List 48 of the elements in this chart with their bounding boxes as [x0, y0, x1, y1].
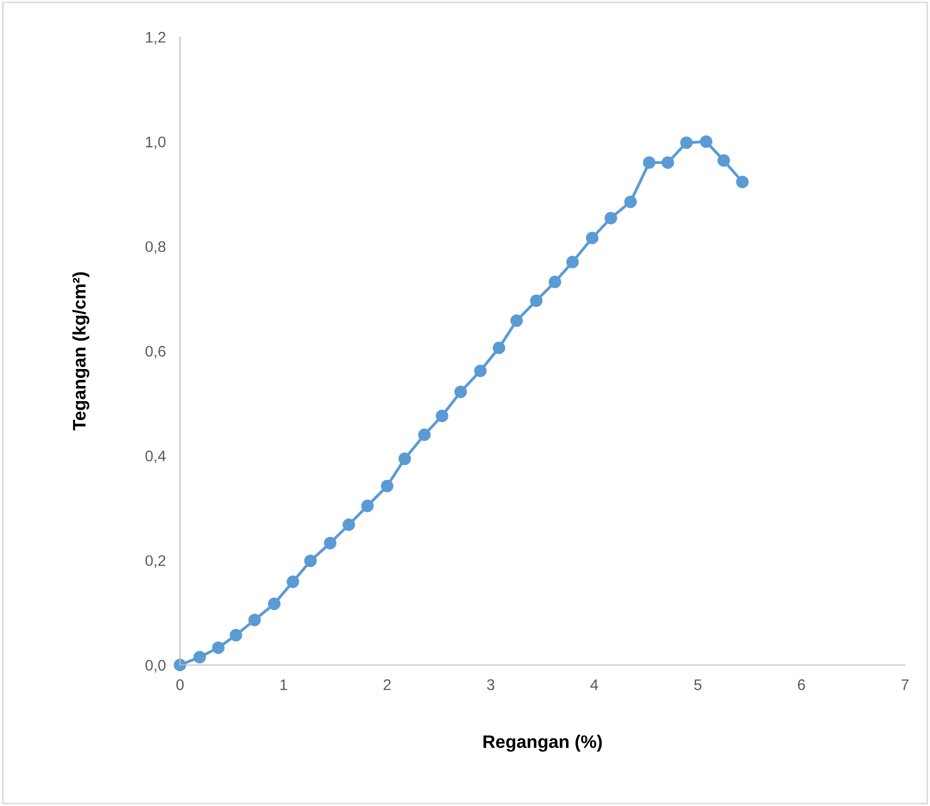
point — [454, 386, 467, 398]
x-tick-label: 6 — [798, 679, 806, 690]
y-tick-label: 0,2 — [145, 555, 166, 568]
point — [566, 256, 579, 268]
point — [700, 135, 712, 148]
point — [530, 294, 543, 308]
x-tick-label: 2 — [384, 679, 391, 690]
point — [286, 576, 300, 588]
x-tick-label: 1 — [280, 679, 288, 690]
x-tick-label: 5 — [694, 679, 702, 690]
point — [418, 428, 431, 441]
point — [436, 410, 448, 422]
point — [624, 196, 637, 208]
point — [380, 480, 394, 492]
x-tick-label: 0 — [176, 679, 184, 690]
point — [324, 536, 336, 550]
point — [361, 500, 374, 512]
point — [548, 276, 562, 288]
point — [342, 518, 356, 531]
point — [662, 156, 674, 169]
y-tick-label: 0,0 — [145, 660, 166, 672]
point — [680, 136, 693, 149]
point — [736, 176, 749, 188]
y-axis-title: Tegangan (kg/cm²) — [72, 272, 90, 430]
point — [586, 232, 598, 244]
y-tick-label: 1,2 — [146, 32, 166, 44]
point — [604, 212, 618, 224]
x-tick-label: 3 — [487, 679, 494, 690]
x-axis-title: Regangan (%) — [484, 734, 602, 752]
y-tick-label: 0,4 — [145, 450, 166, 464]
x-tick-label: 4 — [590, 679, 598, 690]
point — [718, 154, 730, 167]
point — [193, 650, 206, 664]
y-tick-label: 0,8 — [145, 241, 166, 254]
point — [174, 658, 186, 672]
point — [248, 614, 261, 626]
point — [492, 342, 506, 354]
point — [268, 598, 280, 610]
y-tick-label: 1,0 — [146, 136, 166, 150]
point — [510, 314, 523, 327]
y-tick-label: 0,6 — [145, 346, 166, 358]
point — [398, 452, 411, 466]
x-tick-label: 7 — [902, 679, 908, 690]
point — [230, 628, 242, 642]
point — [642, 156, 656, 169]
point — [474, 364, 487, 378]
point — [304, 554, 317, 568]
point — [212, 641, 225, 654]
